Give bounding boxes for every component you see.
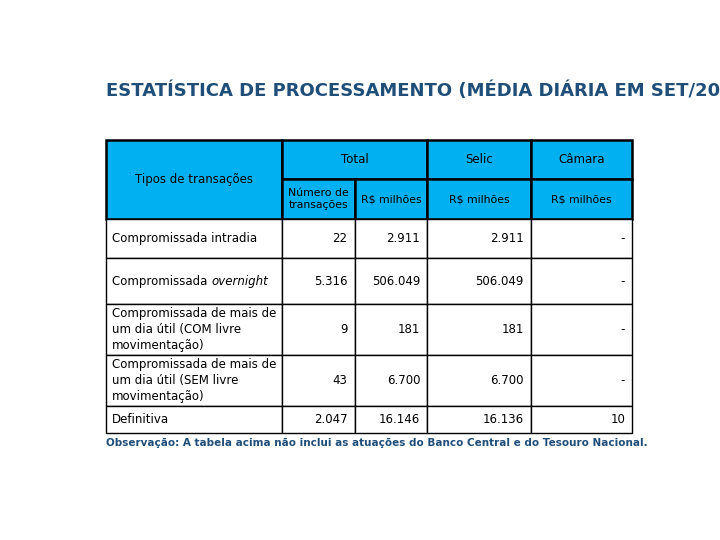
Bar bbox=[531, 140, 632, 179]
Text: 6.700: 6.700 bbox=[387, 374, 420, 387]
Text: -: - bbox=[621, 274, 625, 288]
Bar bbox=[428, 407, 531, 433]
Text: overnight: overnight bbox=[212, 274, 268, 288]
Bar bbox=[428, 304, 531, 355]
Text: Tipos de transações: Tipos de transações bbox=[135, 173, 253, 186]
Text: R$ milhões: R$ milhões bbox=[449, 194, 510, 204]
Text: ESTATÍSTICA DE PROCESSAMENTO (MÉDIA DIÁRIA EM SET/2011: ESTATÍSTICA DE PROCESSAMENTO (MÉDIA DIÁR… bbox=[106, 82, 720, 100]
Text: Compromissada de mais de
um dia útil (COM livre
movimentação): Compromissada de mais de um dia útil (CO… bbox=[112, 307, 276, 352]
Text: 16.146: 16.146 bbox=[379, 413, 420, 426]
Text: R$ milhões: R$ milhões bbox=[552, 194, 612, 204]
Bar bbox=[282, 407, 355, 433]
Bar bbox=[355, 355, 428, 407]
Text: 6.700: 6.700 bbox=[490, 374, 524, 387]
Bar bbox=[428, 140, 531, 179]
Bar bbox=[531, 179, 632, 219]
Text: Observação: A tabela acima não inclui as atuações do Banco Central e do Tesouro : Observação: A tabela acima não inclui as… bbox=[106, 438, 647, 448]
Text: Total: Total bbox=[341, 153, 369, 166]
Text: 506.049: 506.049 bbox=[476, 274, 524, 288]
Text: 181: 181 bbox=[398, 323, 420, 336]
Bar bbox=[106, 407, 282, 433]
Bar bbox=[428, 219, 531, 258]
Text: 43: 43 bbox=[333, 374, 348, 387]
Bar bbox=[355, 304, 428, 355]
Bar bbox=[355, 219, 428, 258]
Text: 506.049: 506.049 bbox=[372, 274, 420, 288]
Text: Compromissada: Compromissada bbox=[112, 274, 212, 288]
Text: Compromissada intradia: Compromissada intradia bbox=[112, 232, 258, 245]
Bar bbox=[531, 355, 632, 407]
Text: 2.911: 2.911 bbox=[490, 232, 524, 245]
Bar bbox=[106, 258, 282, 304]
Bar bbox=[282, 140, 428, 179]
Bar bbox=[531, 407, 632, 433]
Bar bbox=[106, 219, 282, 258]
Bar bbox=[282, 219, 355, 258]
Bar bbox=[106, 140, 282, 219]
Bar bbox=[531, 304, 632, 355]
Text: 2.911: 2.911 bbox=[387, 232, 420, 245]
Text: 2.047: 2.047 bbox=[314, 413, 348, 426]
Text: 10: 10 bbox=[611, 413, 625, 426]
Text: 16.136: 16.136 bbox=[483, 413, 524, 426]
Bar bbox=[282, 355, 355, 407]
Text: 9: 9 bbox=[340, 323, 348, 336]
Bar bbox=[428, 355, 531, 407]
Text: -: - bbox=[621, 232, 625, 245]
Bar bbox=[282, 258, 355, 304]
Bar bbox=[355, 179, 428, 219]
Bar bbox=[531, 258, 632, 304]
Bar bbox=[355, 258, 428, 304]
Text: Câmara: Câmara bbox=[559, 153, 605, 166]
Text: Definitiva: Definitiva bbox=[112, 413, 169, 426]
Text: 22: 22 bbox=[333, 232, 348, 245]
Bar bbox=[428, 258, 531, 304]
Bar bbox=[531, 219, 632, 258]
Text: -: - bbox=[621, 323, 625, 336]
Text: 5.316: 5.316 bbox=[314, 274, 348, 288]
Bar bbox=[355, 407, 428, 433]
Bar bbox=[282, 304, 355, 355]
Bar bbox=[106, 355, 282, 407]
Text: R$ milhões: R$ milhões bbox=[361, 194, 421, 204]
Bar bbox=[106, 304, 282, 355]
Text: 181: 181 bbox=[502, 323, 524, 336]
Text: Selic: Selic bbox=[465, 153, 493, 166]
Bar bbox=[282, 179, 355, 219]
Text: Compromissada de mais de
um dia útil (SEM livre
movimentação): Compromissada de mais de um dia útil (SE… bbox=[112, 358, 276, 403]
Bar bbox=[428, 179, 531, 219]
Text: -: - bbox=[621, 374, 625, 387]
Text: Número de
transações: Número de transações bbox=[288, 188, 348, 210]
